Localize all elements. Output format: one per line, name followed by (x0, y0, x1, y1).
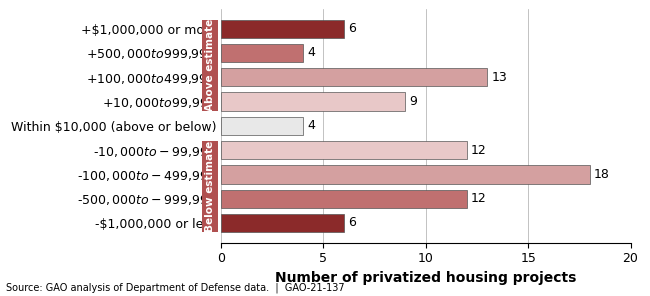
Bar (221, 141, 467, 159)
Bar (221, 68, 488, 86)
Bar (221, 214, 344, 232)
Bar (221, 189, 467, 208)
Text: 12: 12 (471, 192, 487, 205)
Bar (221, 92, 406, 111)
Bar (221, 20, 344, 38)
Text: Source: GAO analysis of Department of Defense data.  |  GAO-21-137: Source: GAO analysis of Department of De… (6, 283, 345, 293)
Text: 18: 18 (593, 168, 610, 181)
Bar (221, 165, 590, 184)
Text: 6: 6 (348, 216, 356, 229)
Text: 4: 4 (307, 119, 315, 132)
Text: 9: 9 (410, 95, 417, 108)
Text: Above estimate: Above estimate (205, 19, 215, 111)
Text: Below estimate: Below estimate (205, 141, 215, 232)
Bar (221, 117, 303, 135)
X-axis label: Number of privatized housing projects: Number of privatized housing projects (275, 271, 577, 285)
Text: 6: 6 (348, 22, 356, 35)
Bar (221, 44, 303, 62)
Text: 13: 13 (491, 71, 507, 84)
Text: 4: 4 (307, 46, 315, 59)
Text: 12: 12 (471, 144, 487, 157)
